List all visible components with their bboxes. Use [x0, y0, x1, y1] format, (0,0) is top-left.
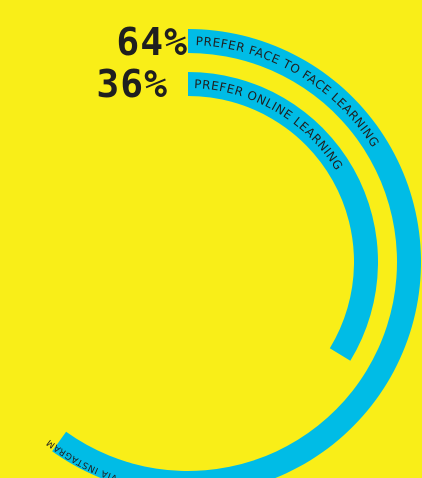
- percent-face-to-face: 64%: [116, 20, 188, 64]
- percent-online: 36%: [96, 62, 168, 106]
- arc-online-learning: [188, 72, 378, 361]
